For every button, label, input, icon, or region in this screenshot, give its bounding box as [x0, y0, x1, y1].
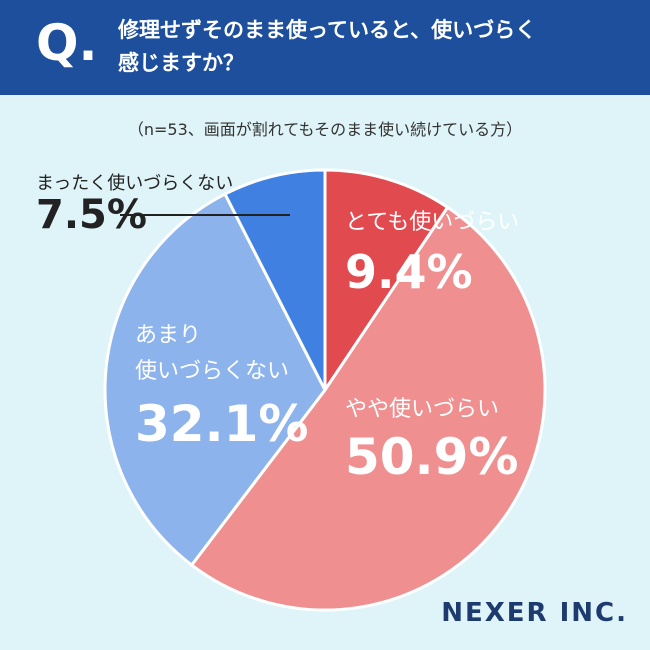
value-label: 7.5% — [36, 192, 147, 238]
value-label: 9.4% — [345, 245, 473, 299]
value-label: 32.1% — [135, 395, 309, 453]
subtitle: （n=53、画面が割れてもそのまま使い続けている方） — [127, 120, 523, 139]
value-label: 50.9% — [345, 428, 519, 486]
category-label: やや使いづらい — [345, 397, 500, 422]
category-label: まったく使いづらくない — [36, 173, 234, 194]
category-label: あまり 使いづらくない — [135, 323, 290, 384]
category-label: とても使いづらい — [345, 210, 520, 235]
pie-slice — [103, 192, 327, 568]
pie-slice — [223, 168, 327, 391]
header — [0, 0, 650, 95]
brand-logo: NEXER INC. — [441, 598, 628, 628]
pie-slice — [189, 205, 547, 612]
chart-title: 修理せずそのまま使っていると、使いづらく 感じますか？ — [118, 18, 537, 75]
question-mark: Q. — [36, 14, 98, 72]
pie-slice — [323, 168, 450, 395]
